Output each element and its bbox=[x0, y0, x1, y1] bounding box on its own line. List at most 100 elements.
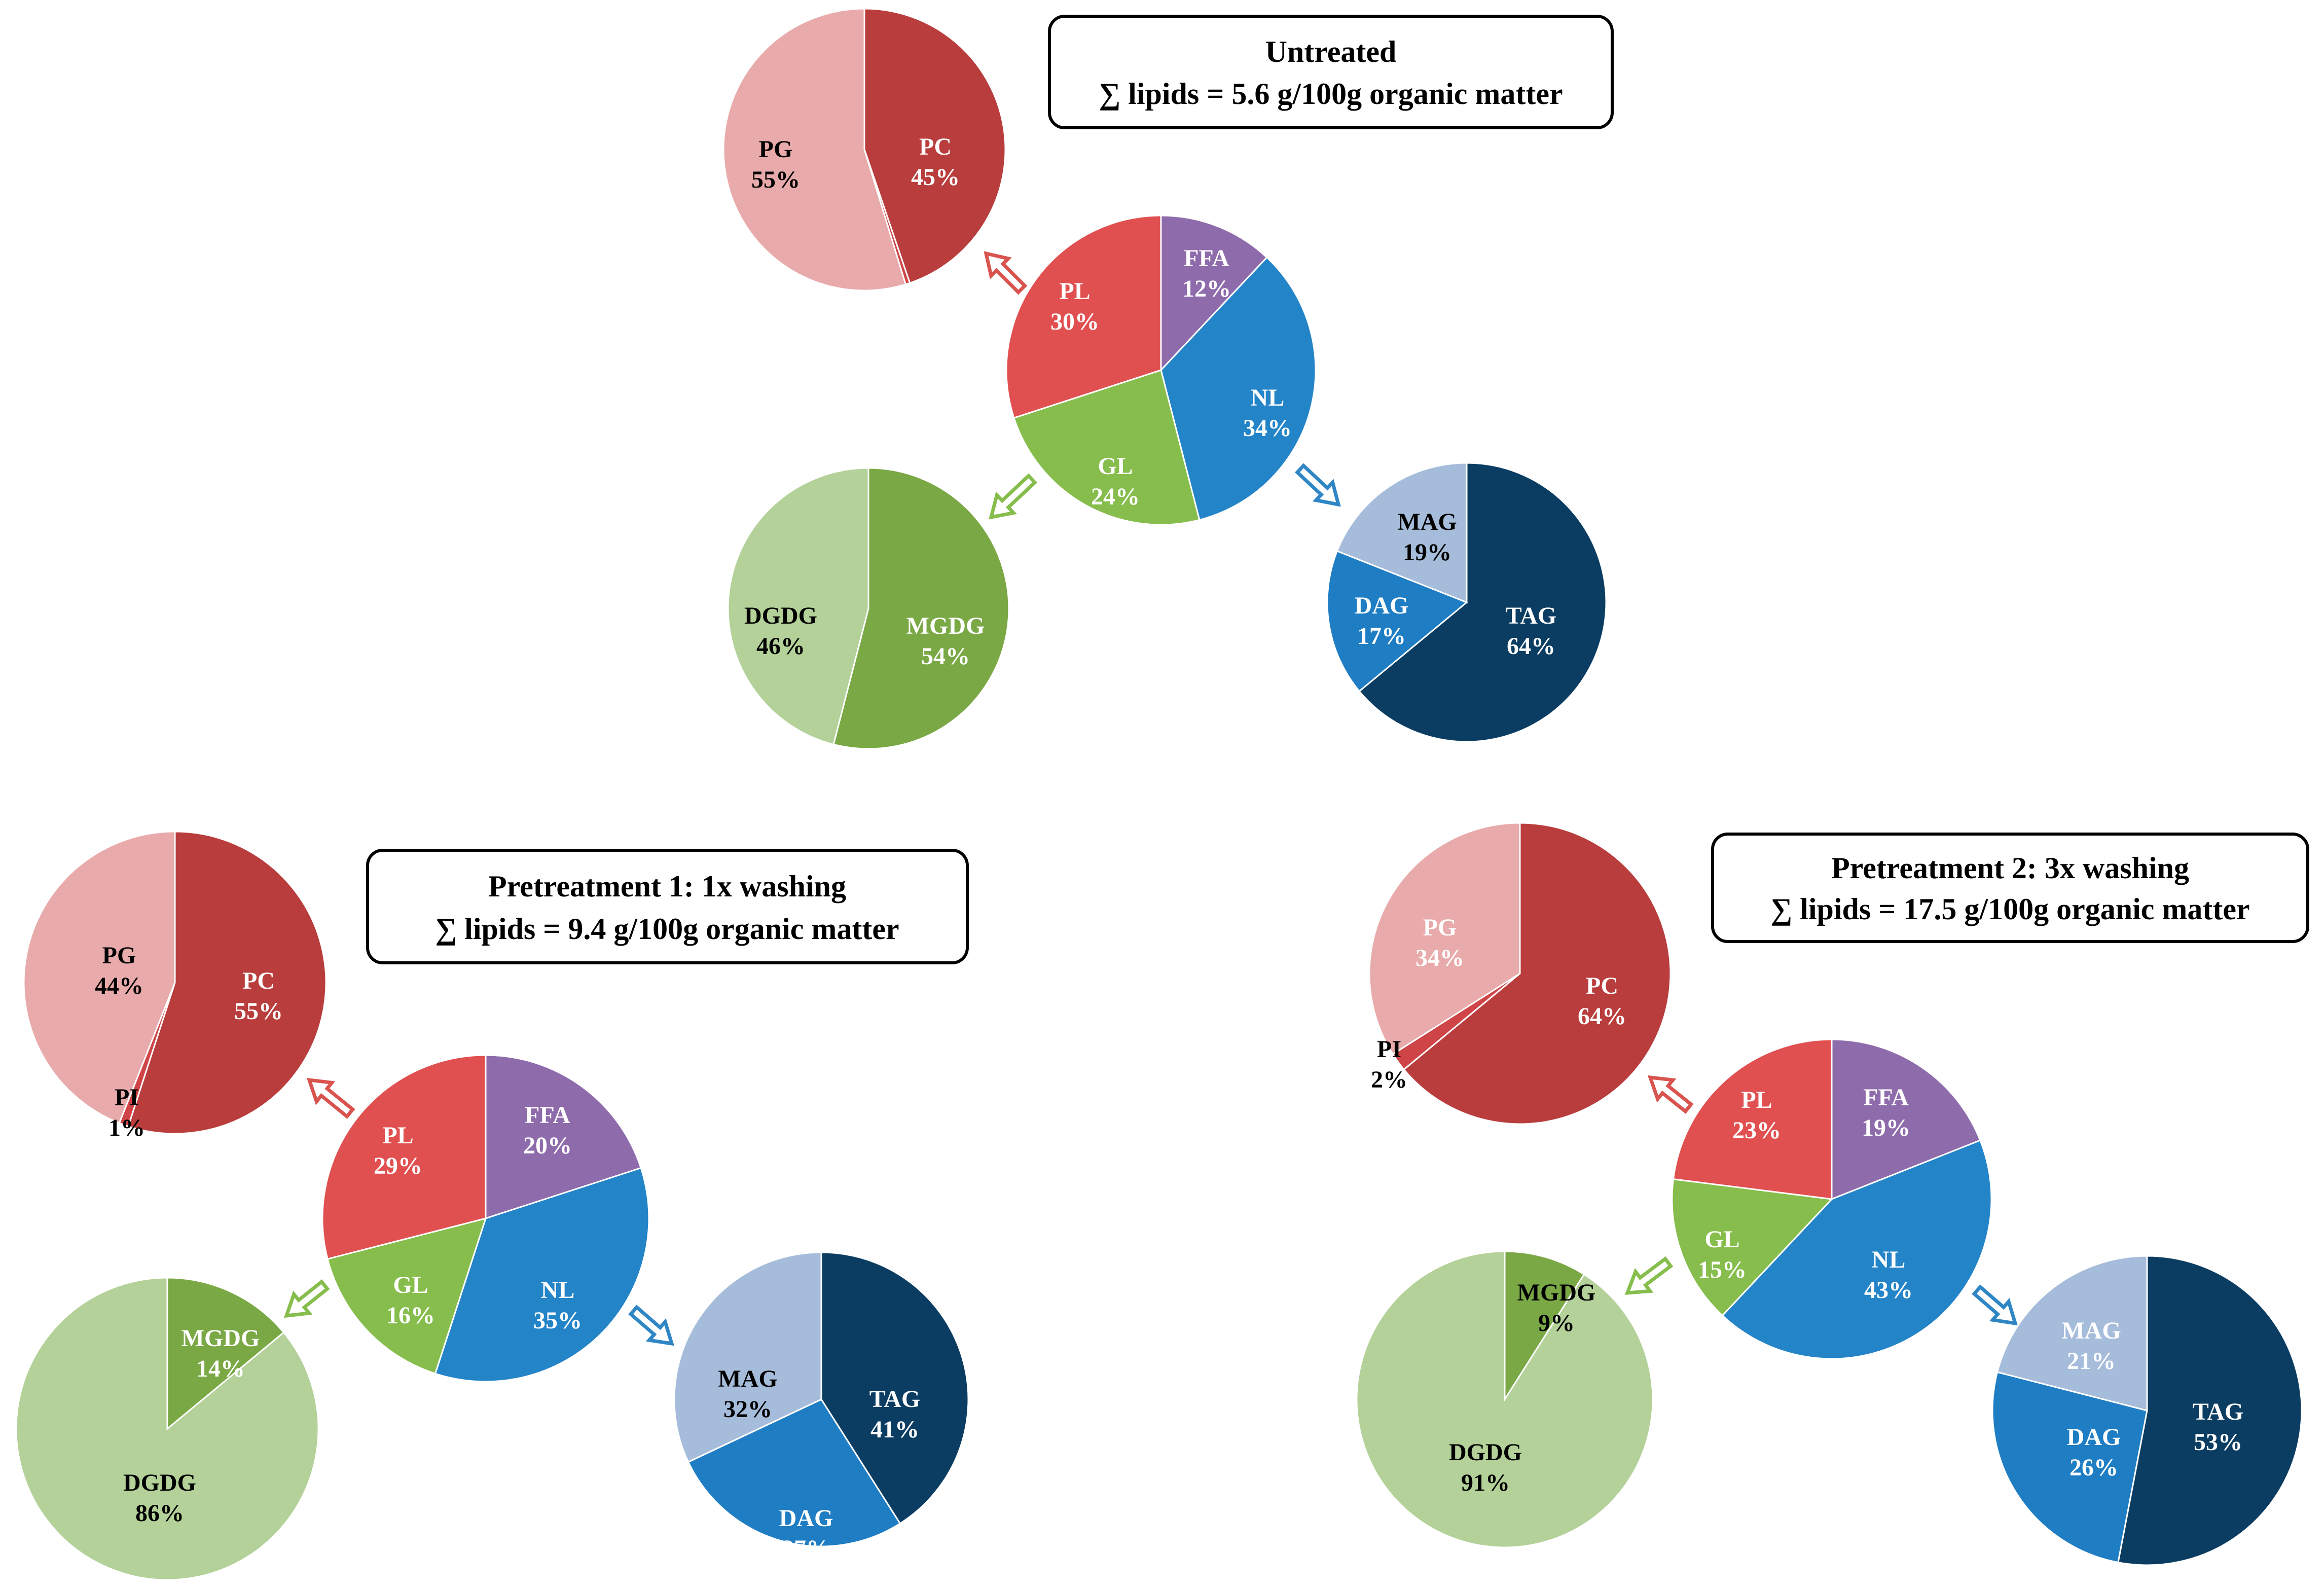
pre2-title: Pretreatment 2: 3x washing bbox=[1831, 851, 2189, 885]
pre1-pl-label-pi: PI bbox=[115, 1084, 139, 1111]
untreated-nl-label-mag: MAG bbox=[1397, 509, 1457, 535]
untreated-gl-value-mgdg: 54% bbox=[921, 643, 970, 670]
pre1-main-label-pl: PL bbox=[382, 1122, 413, 1149]
pre1-nl-label-mag: MAG bbox=[718, 1365, 777, 1392]
untreated-nl-value-mag: 19% bbox=[1403, 539, 1451, 566]
untreated-pl-label-pg: PG bbox=[759, 136, 793, 163]
untreated-main-label-nl: NL bbox=[1251, 384, 1285, 411]
untreated-pl-slice-pc bbox=[863, 8, 1006, 284]
untreated-gl-label-dgdg: DGDG bbox=[744, 602, 817, 629]
pre1-main-pie: FFA 20% NL 35% GL 16% PL 29% bbox=[321, 1054, 650, 1383]
untreated-nl-slice-tag bbox=[1358, 462, 1607, 743]
untreated-main-label-gl: GL bbox=[1098, 453, 1133, 480]
pre2-gl-slice-mgdg bbox=[1504, 1250, 1585, 1402]
pre1-pl-label-pc: PC bbox=[242, 967, 275, 994]
pre1-main-label-ffa: FFA bbox=[525, 1102, 570, 1129]
pre2-main-slice-gl bbox=[1671, 1178, 1834, 1317]
untreated-gl-pie: MGDG 54% DGDG 46% bbox=[727, 467, 1010, 750]
pre2-gl-label-dgdg: DGDG bbox=[1449, 1439, 1522, 1466]
untreated-nl-label-tag: TAG bbox=[1506, 602, 1556, 629]
pre2-nl-label-tag: TAG bbox=[2193, 1398, 2243, 1425]
pre1-gl-label-dgdg: DGDG bbox=[123, 1469, 196, 1496]
pre2-gl-value-mgdg: 9% bbox=[1538, 1310, 1575, 1337]
untreated-gl-slice-dgdg bbox=[727, 467, 869, 746]
pre1-gl-slice-dgdg bbox=[15, 1277, 319, 1581]
untreated-main-value-ffa: 12% bbox=[1182, 275, 1231, 302]
pre2-pl-value-pi: 2% bbox=[1371, 1066, 1407, 1093]
pre2-pl-slice-pc bbox=[1403, 822, 1672, 1125]
untreated-pl-pie: PC 45% PG 55% bbox=[722, 8, 1006, 292]
pre2-nl-value-tag: 53% bbox=[2194, 1429, 2242, 1456]
pre1-main-label-nl: NL bbox=[541, 1277, 575, 1304]
pre1-pl-slice-pg bbox=[23, 831, 176, 1125]
pre1-main-value-ffa: 20% bbox=[523, 1132, 572, 1159]
pre1-main-value-nl: 35% bbox=[533, 1307, 582, 1334]
pre1-arrow-nl bbox=[628, 1305, 674, 1346]
arrows-layer bbox=[283, 251, 2018, 1346]
pre2-pl-slice-pg bbox=[1368, 822, 1521, 1056]
pre2-main-label-ffa: FFA bbox=[1863, 1084, 1909, 1111]
untreated-title-box: Untreated ∑ lipids = 5.6 g/100g organic … bbox=[1048, 15, 1614, 129]
untreated-title: Untreated bbox=[1265, 35, 1397, 68]
untreated-main-slice-ffa bbox=[1160, 214, 1268, 372]
pre1-main-value-pl: 29% bbox=[374, 1152, 422, 1179]
pre2-main-pie: FFA 19% NL 43% GL 15% PL 23% bbox=[1671, 1038, 1992, 1360]
untreated-main-pie: FFA 12% NL 34% GL 24% PL 30% bbox=[1005, 214, 1317, 526]
pre2-nl-slice-mag bbox=[1996, 1255, 2148, 1412]
pre1-nl-value-dag: 27% bbox=[782, 1535, 830, 1562]
pre2-nl-pie: TAG 53% DAG 26% MAG 21% bbox=[1991, 1255, 2303, 1566]
pre1-main-slice-pl bbox=[321, 1054, 487, 1260]
pre1-nl-slice-tag bbox=[820, 1251, 969, 1525]
pre2-pl-label-pi: PI bbox=[1377, 1036, 1401, 1063]
pre2-nl-slice-tag bbox=[2117, 1255, 2303, 1566]
pre1-nl-pie: TAG 41% DAG 27% MAG 32% bbox=[673, 1251, 969, 1562]
untreated-pl-value-pg: 55% bbox=[751, 166, 800, 193]
untreated-main-value-gl: 24% bbox=[1091, 483, 1140, 510]
pre2-main-value-gl: 15% bbox=[1698, 1256, 1747, 1283]
pre1-pl-value-pi: 1% bbox=[108, 1114, 145, 1141]
pre2-main-slice-nl bbox=[1721, 1139, 1992, 1360]
pre2-nl-slice-dag bbox=[1991, 1371, 2148, 1564]
pre2-nl-label-dag: DAG bbox=[2067, 1424, 2121, 1451]
pre1-main-slice-ffa bbox=[485, 1054, 642, 1220]
pre1-gl-slice-mgdg bbox=[166, 1277, 285, 1431]
untreated-pl-slice-pg bbox=[722, 8, 907, 292]
pre1-nl-slice-mag bbox=[673, 1251, 822, 1463]
pre1-pl-pie: PC 55% PI 1% PG 44% bbox=[23, 831, 327, 1141]
pre1-pl-value-pc: 55% bbox=[234, 998, 283, 1025]
pre1-main-label-gl: GL bbox=[393, 1272, 428, 1298]
pre2-main-value-pl: 23% bbox=[1732, 1117, 1781, 1144]
untreated-nl-value-tag: 64% bbox=[1507, 633, 1555, 660]
pre2-main-slice-pl bbox=[1672, 1038, 1833, 1200]
untreated-total: ∑ lipids = 5.6 g/100g organic matter bbox=[1099, 77, 1563, 111]
pre1-nl-value-tag: 41% bbox=[870, 1416, 919, 1443]
untreated-gl-slice-mgdg bbox=[832, 467, 1010, 750]
pre1-arrow-pl bbox=[306, 1077, 355, 1119]
untreated-main-value-pl: 30% bbox=[1050, 308, 1099, 335]
pre1-nl-value-mag: 32% bbox=[723, 1396, 772, 1423]
untreated-nl-value-dag: 17% bbox=[1357, 623, 1406, 649]
pre1-pl-label-pg: PG bbox=[102, 942, 136, 969]
pre1-main-slice-nl bbox=[434, 1167, 650, 1383]
untreated-nl-pie: TAG 64% DAG 17% MAG 19% bbox=[1326, 462, 1607, 743]
untreated-main-slice-nl bbox=[1160, 256, 1317, 521]
untreated-nl-label-dag: DAG bbox=[1355, 592, 1409, 619]
pre2-main-value-ffa: 19% bbox=[1862, 1114, 1910, 1141]
pre2-main-label-nl: NL bbox=[1872, 1246, 1906, 1273]
pre1-title: Pretreatment 1: 1x washing bbox=[488, 870, 846, 903]
pre2-pl-value-pc: 64% bbox=[1578, 1003, 1626, 1030]
untreated-main-value-nl: 34% bbox=[1243, 415, 1292, 442]
untreated-main-slice-pl bbox=[1005, 214, 1162, 419]
pre2-pl-label-pc: PC bbox=[1586, 972, 1618, 999]
untreated-gl-label-mgdg: MGDG bbox=[906, 612, 985, 639]
pre1-main-slice-gl bbox=[326, 1217, 487, 1375]
pre2-arrow-pl bbox=[1647, 1075, 1694, 1114]
pre2-gl-pie: MGDG 9% DGDG 91% bbox=[1356, 1250, 1654, 1548]
untreated-main-slice-gl bbox=[1013, 369, 1201, 526]
pre1-gl-value-dgdg: 86% bbox=[135, 1500, 184, 1527]
pre2-gl-label-mgdg: MGDG bbox=[1517, 1279, 1596, 1306]
pre2-total: ∑ lipids = 17.5 g/100g organic matter bbox=[1770, 892, 2249, 926]
pre1-gl-pie: MGDG 14% DGDG 86% bbox=[15, 1277, 319, 1581]
pre1-nl-label-dag: DAG bbox=[779, 1505, 833, 1532]
